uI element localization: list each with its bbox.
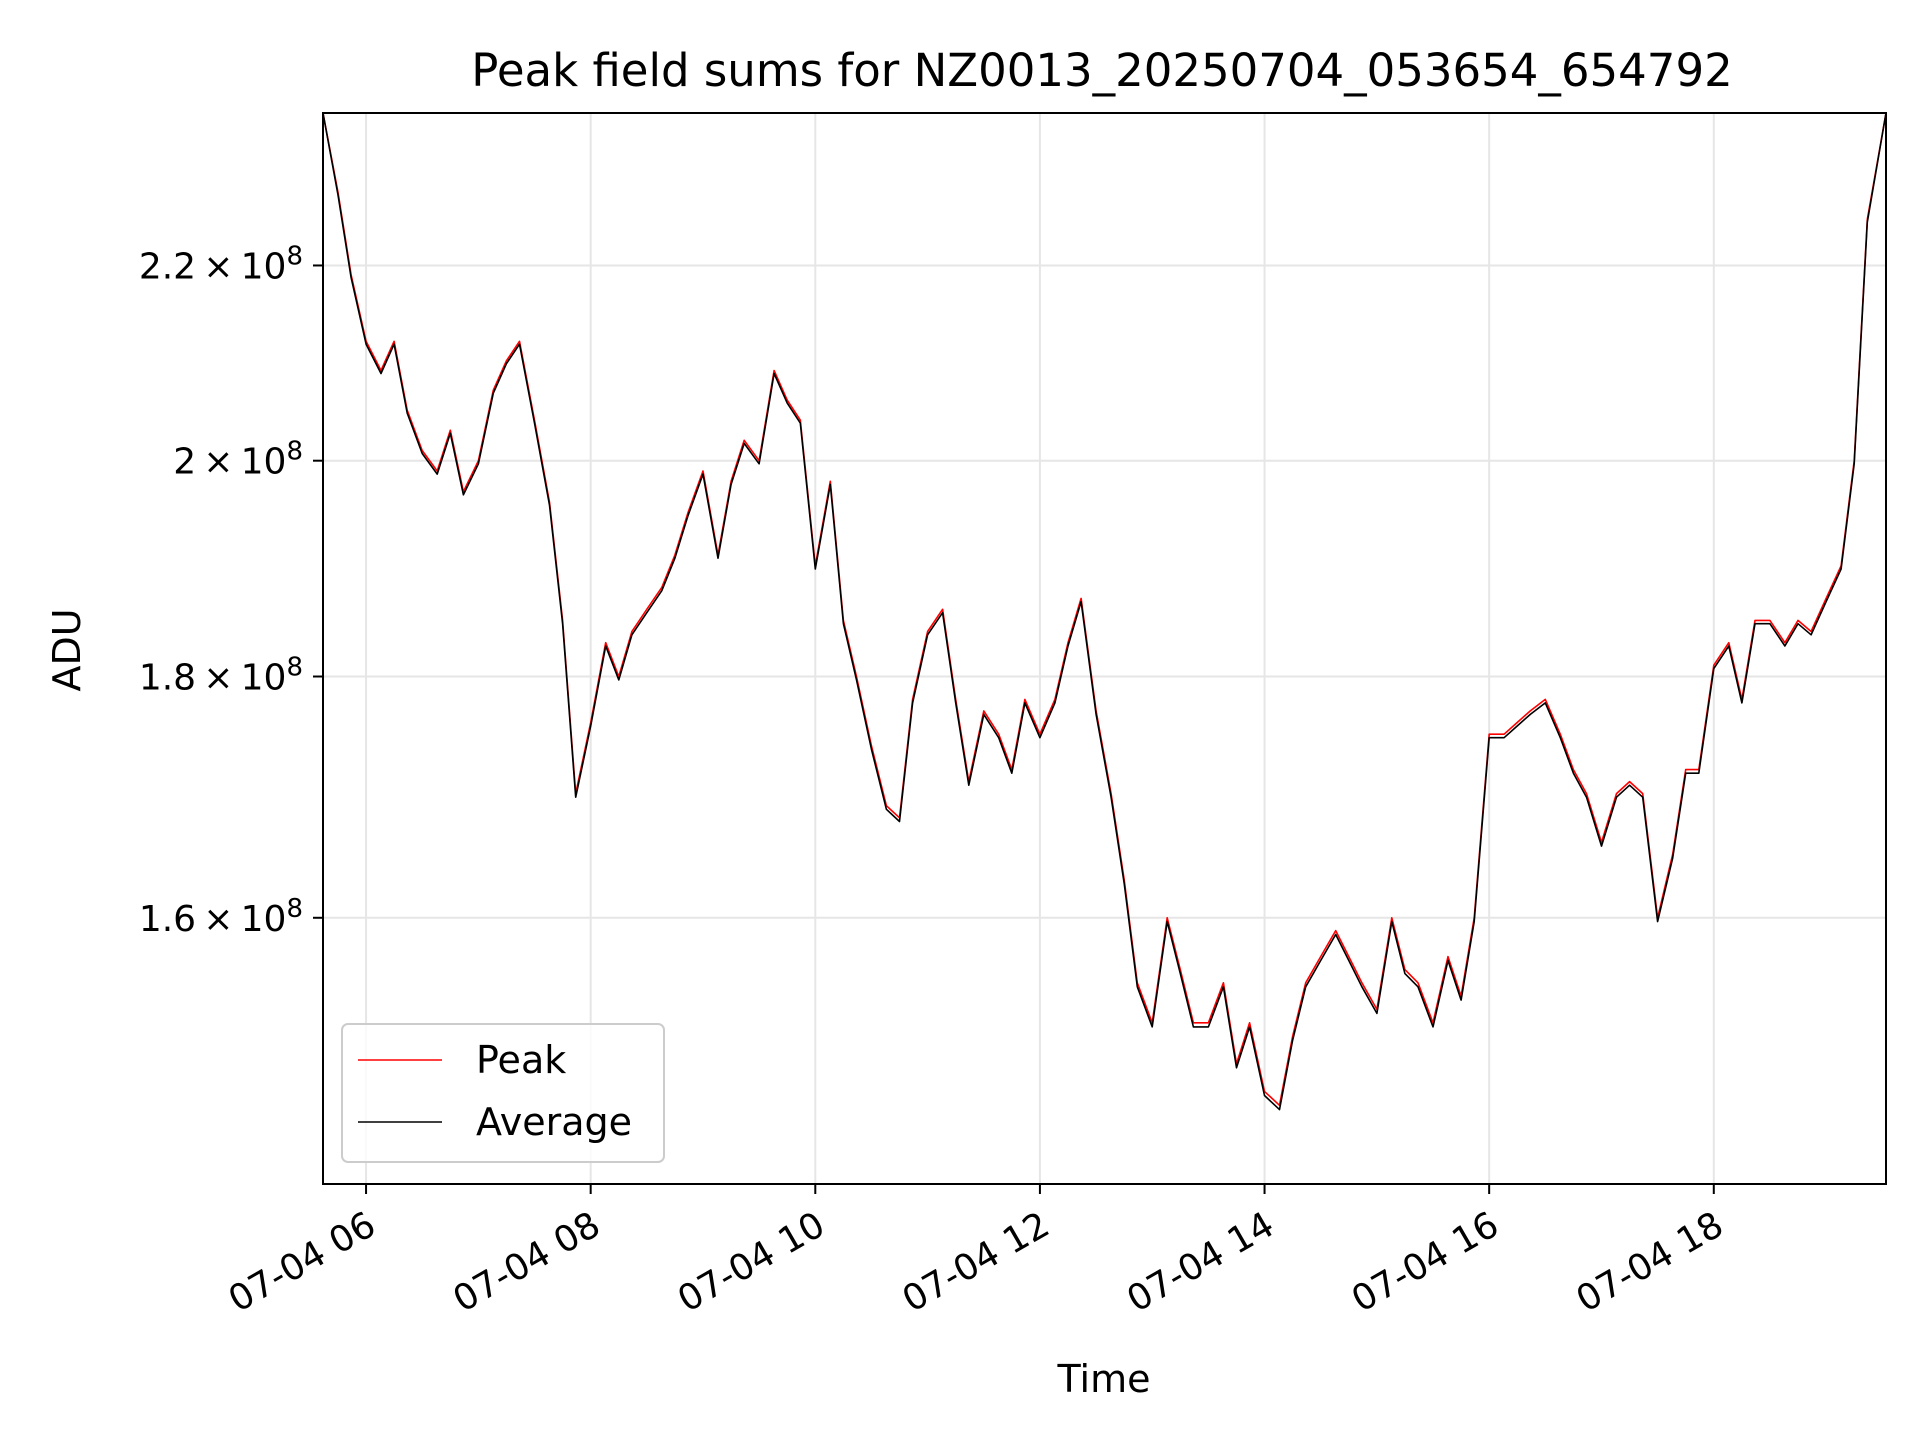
y-tick-times-10: × 10 — [196, 899, 286, 940]
y-tick-label: 2 × 108 — [173, 437, 303, 483]
y-tick-mantissa: 1.8 — [139, 658, 196, 699]
series-line-average — [322, 112, 1887, 1111]
y-tick-exponent: 8 — [286, 437, 303, 467]
y-tick-mantissa: 1.6 — [139, 899, 196, 940]
y-tick-exponent: 8 — [286, 894, 303, 924]
y-tick-mantissa: 2.2 — [139, 246, 196, 287]
plot-frame — [322, 112, 1887, 1185]
y-tick-label: 1.8 × 108 — [139, 653, 303, 699]
y-tick-exponent: 8 — [286, 653, 303, 683]
y-tick-exponent: 8 — [286, 241, 303, 271]
x-axis-label: Time — [1057, 1357, 1151, 1401]
y-tick-times-10: × 10 — [196, 442, 286, 483]
legend: Peak Average — [341, 1023, 665, 1163]
chart-title: Peak field sums for NZ0013_20250704_0536… — [471, 44, 1732, 97]
y-axis-label: ADU — [45, 608, 89, 691]
y-tick-mantissa: 2 — [173, 442, 196, 483]
legend-box — [341, 1023, 665, 1163]
series-lines — [322, 112, 1887, 1111]
y-tick-times-10: × 10 — [196, 246, 286, 287]
y-tick-label: 1.6 × 108 — [139, 894, 303, 940]
legend-average-label: Average — [476, 1100, 632, 1144]
y-tick-label: 2.2 × 108 — [139, 241, 303, 287]
grid-lines — [323, 113, 1886, 1184]
legend-peak-label: Peak — [476, 1038, 566, 1082]
y-tick-times-10: × 10 — [196, 658, 286, 699]
